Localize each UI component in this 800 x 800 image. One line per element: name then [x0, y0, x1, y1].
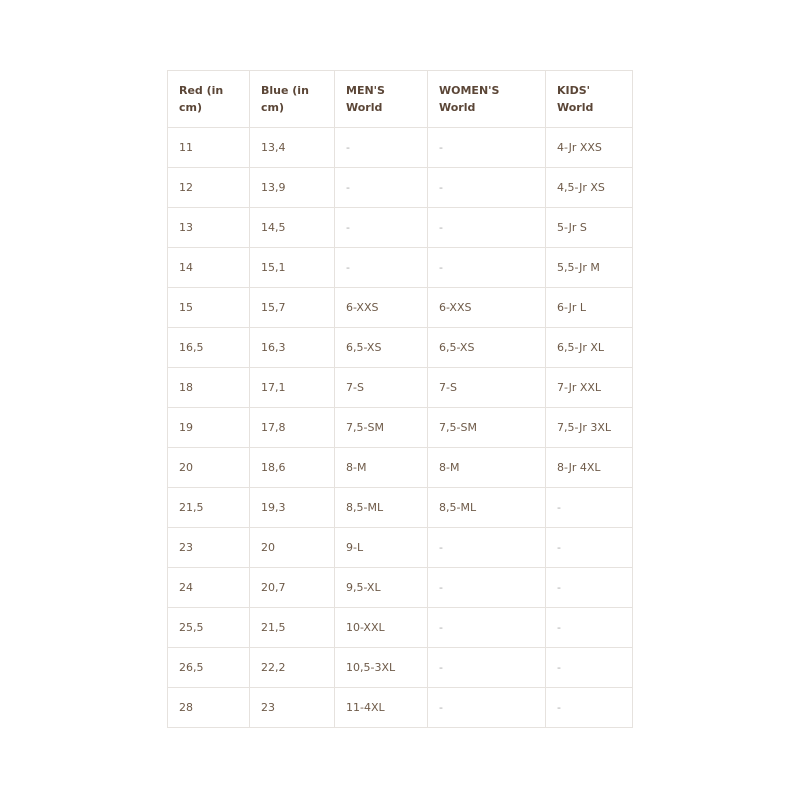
table-cell: -: [427, 567, 546, 608]
table-cell: 15: [167, 287, 250, 328]
table-cell: -: [545, 647, 633, 688]
table-cell: -: [334, 247, 428, 288]
table-cell: 7-Jr XXL: [545, 367, 633, 408]
table-cell: 13,4: [249, 127, 335, 168]
table-cell: 6-XXS: [334, 287, 428, 328]
table-row: 20 18,6 8-M 8-M 8-Jr 4XL: [167, 447, 633, 488]
table-cell: 23: [167, 527, 250, 568]
table-cell: 19,3: [249, 487, 335, 528]
column-header: Blue (in cm): [249, 70, 335, 128]
table-cell: 14,5: [249, 207, 335, 248]
table-cell: -: [545, 527, 633, 568]
table-cell: 7-S: [334, 367, 428, 408]
table-cell: 28: [167, 687, 250, 728]
table-cell: 17,1: [249, 367, 335, 408]
table-cell: 7,5-Jr 3XL: [545, 407, 633, 448]
table-row: 14 15,1- -5,5-Jr M: [167, 247, 633, 288]
table-row: 25,5 21,5 10-XXL - -: [167, 607, 633, 648]
table-cell: 18: [167, 367, 250, 408]
table-cell: -: [427, 607, 546, 648]
table-cell: -: [427, 647, 546, 688]
table-cell: 26,5: [167, 647, 250, 688]
table-cell: 8-M: [334, 447, 428, 488]
table-cell: 8-Jr 4XL: [545, 447, 633, 488]
table-cell: 5-Jr S: [545, 207, 633, 248]
table-cell: 10,5-3XL: [334, 647, 428, 688]
table-cell: -: [427, 207, 546, 248]
size-chart-table: Red (in cm) Blue (in cm) MEN'S World WOMEN'…: [167, 70, 633, 728]
table-row: 16,5 16,3 6,5-XS 6,5-XS 6,5-Jr XL: [167, 327, 633, 368]
table-cell: 14: [167, 247, 250, 288]
table-row: 13 14,5- -5-Jr S: [167, 207, 633, 248]
table-cell: 24: [167, 567, 250, 608]
table-cell: 23: [249, 687, 335, 728]
table-cell: -: [427, 167, 546, 208]
table-cell: 4,5-Jr XS: [545, 167, 633, 208]
table-cell: -: [427, 247, 546, 288]
table-cell: -: [334, 207, 428, 248]
table-cell: 13: [167, 207, 250, 248]
table-cell: -: [427, 527, 546, 568]
table-cell: 12: [167, 167, 250, 208]
table-cell: 8,5-ML: [334, 487, 428, 528]
table-row: 26,5 22,2 10,5-3XL - -: [167, 647, 633, 688]
table-row: 21,5 19,3 8,5-ML 8,5-ML -: [167, 487, 633, 528]
table-cell: 20,7: [249, 567, 335, 608]
table-cell: 25,5: [167, 607, 250, 648]
table-cell: 22,2: [249, 647, 335, 688]
table-cell: 9-L: [334, 527, 428, 568]
table-cell: 15,1: [249, 247, 335, 288]
table-cell: 7,5-SM: [427, 407, 546, 448]
table-cell: 18,6: [249, 447, 335, 488]
table-cell: 6,5-Jr XL: [545, 327, 633, 368]
table-cell: -: [334, 167, 428, 208]
table-cell: 11: [167, 127, 250, 168]
table-cell: 9,5-XL: [334, 567, 428, 608]
table-cell: -: [427, 127, 546, 168]
table-cell: -: [334, 127, 428, 168]
table-cell: 19: [167, 407, 250, 448]
table-cell: 16,3: [249, 327, 335, 368]
table-cell: 16,5: [167, 327, 250, 368]
header-row: Red (in cm) Blue (in cm) MEN'S World WOMEN'…: [167, 70, 633, 128]
table-cell: 8-M: [427, 447, 546, 488]
table-cell: 13,9: [249, 167, 335, 208]
table-row: 11 13,4- -4-Jr XXS: [167, 127, 633, 168]
column-header: KIDS' World: [545, 70, 633, 128]
table-cell: -: [427, 687, 546, 728]
column-header: Red (in cm): [167, 70, 250, 128]
table-cell: 6-XXS: [427, 287, 546, 328]
table-cell: 20: [249, 527, 335, 568]
table-cell: 4-Jr XXS: [545, 127, 633, 168]
column-header: WOMEN'S World: [427, 70, 546, 128]
table-cell: 8,5-ML: [427, 487, 546, 528]
table-cell: 17,8: [249, 407, 335, 448]
table-cell: 5,5-Jr M: [545, 247, 633, 288]
table-cell: 10-XXL: [334, 607, 428, 648]
table-cell: 6,5-XS: [334, 327, 428, 368]
table-cell: 20: [167, 447, 250, 488]
table-cell: 21,5: [167, 487, 250, 528]
table-row: 19 17,8 7,5-SM 7,5-SM 7,5-Jr 3XL: [167, 407, 633, 448]
table-row: 15 15,7 6-XXS 6-XXS 6-Jr L: [167, 287, 633, 328]
table-cell: -: [545, 487, 633, 528]
table-cell: 6,5-XS: [427, 327, 546, 368]
table-row: 23 20 9-L - -: [167, 527, 633, 568]
table-row: 24 20,7 9,5-XL - -: [167, 567, 633, 608]
table-cell: 15,7: [249, 287, 335, 328]
table-row: 12 13,9- -4,5-Jr XS: [167, 167, 633, 208]
table-cell: -: [545, 607, 633, 648]
table-cell: -: [545, 567, 633, 608]
table-row: 28 23 11-4XL - -: [167, 687, 633, 728]
table-cell: 7,5-SM: [334, 407, 428, 448]
table-cell: 11-4XL: [334, 687, 428, 728]
table-cell: 21,5: [249, 607, 335, 648]
table-cell: -: [545, 687, 633, 728]
table-cell: 7-S: [427, 367, 546, 408]
column-header: MEN'S World: [334, 70, 428, 128]
table-cell: 6-Jr L: [545, 287, 633, 328]
table-row: 18 17,1 7-S 7-S 7-Jr XXL: [167, 367, 633, 408]
